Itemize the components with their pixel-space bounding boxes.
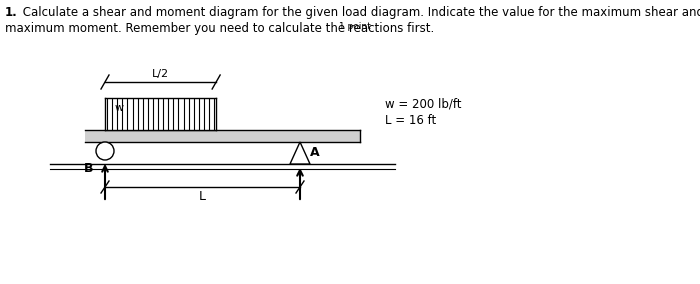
Text: L = 16 ft: L = 16 ft: [385, 114, 436, 128]
Text: Calculate a shear and moment diagram for the given load diagram. Indicate the va: Calculate a shear and moment diagram for…: [19, 6, 700, 19]
Text: A: A: [310, 147, 320, 160]
Text: L/2: L/2: [152, 69, 169, 79]
Text: 1 point: 1 point: [336, 22, 371, 31]
Bar: [85, 130, 360, 142]
Bar: [105, 98, 216, 130]
Text: B: B: [83, 162, 93, 175]
Polygon shape: [290, 142, 310, 164]
Text: w = 200 lb/ft: w = 200 lb/ft: [385, 97, 461, 110]
Circle shape: [96, 142, 114, 160]
Text: maximum moment. Remember you need to calculate the reactions first.: maximum moment. Remember you need to cal…: [5, 22, 434, 35]
Text: 1.: 1.: [5, 6, 18, 19]
Text: L: L: [199, 190, 206, 203]
Text: w: w: [115, 103, 124, 113]
